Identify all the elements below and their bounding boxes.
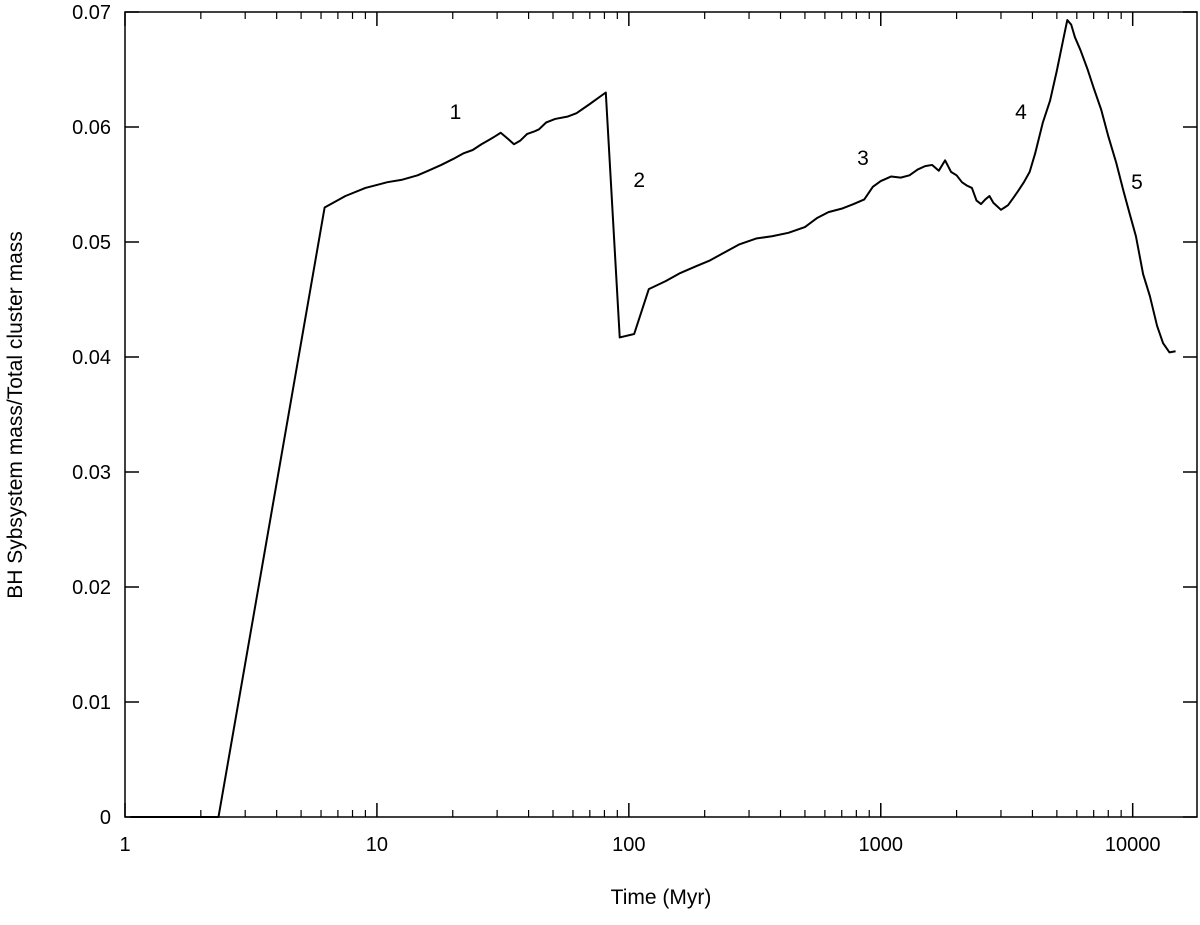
y-tick-label: 0.05 xyxy=(72,232,111,254)
series-line xyxy=(130,19,1176,818)
annotation-label: 4 xyxy=(1015,101,1027,124)
y-tick-label: 0.02 xyxy=(72,577,111,599)
y-tick-label: 0 xyxy=(100,807,111,829)
x-tick-label: 1000 xyxy=(859,834,904,856)
y-tick-label: 0.07 xyxy=(72,2,111,24)
y-axis-label: BH Sybsystem mass/Total cluster mass xyxy=(4,231,27,599)
y-tick-label: 0.04 xyxy=(72,347,111,369)
y-tick-label: 0.06 xyxy=(72,117,111,139)
annotations: 1 2 3 4 5 xyxy=(450,101,1143,194)
plot-frame xyxy=(124,11,1198,818)
annotation-label: 3 xyxy=(857,147,869,170)
x-axis-label: Time (Myr) xyxy=(611,886,712,909)
y-tick-label: 0.03 xyxy=(72,462,111,484)
y-tick-label: 0.01 xyxy=(72,692,111,714)
annotation-label: 5 xyxy=(1131,171,1143,194)
x-tick-label: 1 xyxy=(119,834,130,856)
x-tick-label: 10000 xyxy=(1105,834,1161,856)
x-tick-label: 100 xyxy=(612,834,645,856)
axis-ticks xyxy=(124,11,1197,818)
annotation-label: 2 xyxy=(633,169,645,192)
annotation-label: 1 xyxy=(450,101,462,124)
x-tick-label: 10 xyxy=(366,834,388,856)
tick-labels: 0 0.01 0.02 0.03 0.04 0.05 0.06 0.07 1 10 100 1000 1… xyxy=(72,2,1160,856)
